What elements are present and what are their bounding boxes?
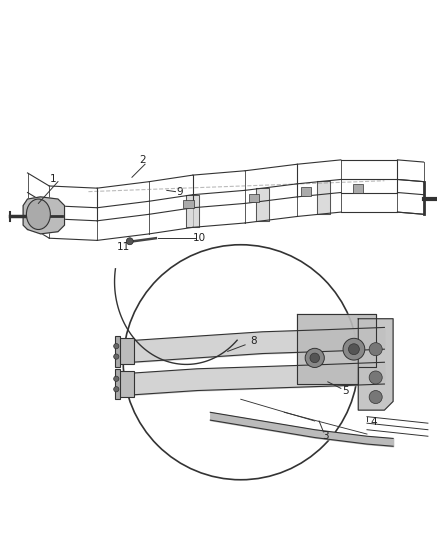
- Circle shape: [114, 376, 119, 382]
- Circle shape: [349, 344, 359, 354]
- Bar: [115, 336, 120, 367]
- Polygon shape: [358, 319, 393, 410]
- Circle shape: [310, 353, 320, 362]
- Circle shape: [369, 391, 382, 403]
- Circle shape: [114, 386, 119, 392]
- Circle shape: [114, 344, 119, 349]
- Bar: [301, 187, 311, 196]
- Circle shape: [305, 349, 324, 367]
- Text: 2: 2: [140, 155, 146, 165]
- Circle shape: [114, 354, 119, 359]
- Text: 11: 11: [117, 242, 130, 252]
- Circle shape: [126, 238, 133, 245]
- Ellipse shape: [26, 199, 50, 230]
- Polygon shape: [317, 181, 330, 214]
- Text: 1: 1: [50, 174, 57, 184]
- Circle shape: [369, 343, 382, 356]
- Polygon shape: [256, 188, 269, 221]
- Text: 9: 9: [177, 187, 183, 197]
- Bar: [249, 193, 259, 203]
- Polygon shape: [23, 197, 64, 234]
- Polygon shape: [297, 314, 376, 384]
- Bar: [184, 200, 194, 208]
- Bar: [353, 184, 364, 192]
- Text: 10: 10: [193, 233, 206, 243]
- Text: 5: 5: [342, 385, 349, 395]
- Polygon shape: [186, 195, 199, 228]
- Bar: [115, 369, 120, 399]
- Circle shape: [343, 338, 365, 360]
- Bar: [119, 371, 134, 397]
- Circle shape: [369, 371, 382, 384]
- Text: 4: 4: [370, 417, 377, 427]
- Bar: [119, 338, 134, 365]
- Text: 3: 3: [322, 431, 329, 441]
- Text: 8: 8: [251, 336, 257, 346]
